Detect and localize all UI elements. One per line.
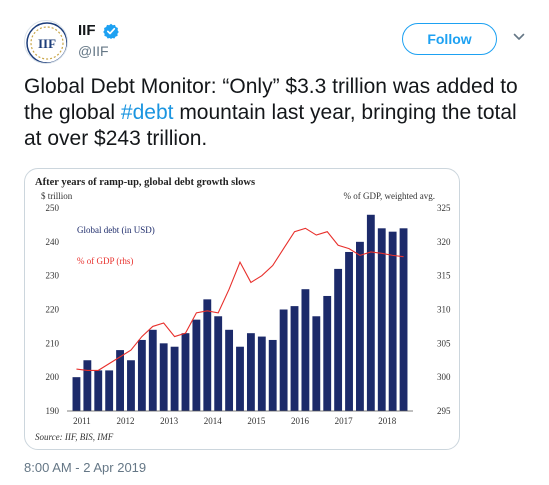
bar <box>137 339 146 411</box>
bar <box>246 333 255 411</box>
bar <box>290 306 299 411</box>
handle[interactable]: @IIF <box>78 43 109 59</box>
y-tick-label: 250 <box>46 203 60 213</box>
avatar[interactable]: IIF <box>24 20 68 64</box>
follow-button[interactable]: Follow <box>402 23 497 55</box>
bar <box>323 295 332 411</box>
y-tick-label: 230 <box>46 271 60 281</box>
tweet-header: IIF IIF @IIF Follow <box>24 16 529 68</box>
bar <box>377 228 386 411</box>
bar <box>159 343 168 411</box>
y-tick-label: 220 <box>46 305 60 315</box>
x-tick-label: 2012 <box>117 416 135 426</box>
x-tick-label: 2016 <box>291 416 310 426</box>
bar <box>214 316 223 411</box>
display-name[interactable]: IIF <box>78 22 96 40</box>
right-axis-unit: % of GDP, weighted avg. <box>344 191 436 201</box>
bar <box>257 336 266 411</box>
bar <box>301 289 310 411</box>
tweet-text: Global Debt Monitor: “Only” $3.3 trillio… <box>24 74 534 152</box>
bar <box>366 214 375 411</box>
verified-badge-icon <box>103 23 119 39</box>
y2-tick-label: 305 <box>437 338 451 348</box>
y2-tick-label: 325 <box>437 203 451 213</box>
bar <box>181 333 190 411</box>
iif-logo-icon: IIF <box>26 22 67 63</box>
bar <box>170 346 179 411</box>
legend-bars-label: Global debt (in USD) <box>77 225 155 235</box>
bar <box>148 329 157 411</box>
gdp-ratio-line <box>76 227 404 371</box>
bar <box>203 299 212 411</box>
tweet-text-part: mountain last year, bringing the total a… <box>24 101 517 150</box>
chevron-down-icon[interactable] <box>512 30 526 44</box>
y2-tick-label: 295 <box>437 406 451 416</box>
y2-tick-label: 320 <box>437 237 451 247</box>
bar <box>388 231 397 411</box>
bar <box>72 377 81 411</box>
x-tick-label: 2014 <box>204 416 223 426</box>
x-tick-label: 2015 <box>247 416 266 426</box>
hashtag-link[interactable]: #debt <box>120 101 174 124</box>
svg-text:IIF: IIF <box>38 36 56 51</box>
y-tick-label: 240 <box>46 237 60 247</box>
tweet-text-part: Global Debt Monitor: “Only” $3.3 trillio… <box>24 75 518 124</box>
debt-chart: After years of ramp-up, global debt grow… <box>35 177 451 442</box>
bar <box>127 360 135 411</box>
y2-tick-label: 315 <box>437 271 451 281</box>
account-name-block: IIF @IIF <box>78 22 119 59</box>
bar <box>105 370 114 411</box>
tweet-media-chart[interactable]: After years of ramp-up, global debt grow… <box>24 168 460 450</box>
x-tick-label: 2011 <box>73 416 91 426</box>
x-tick-label: 2017 <box>335 416 354 426</box>
bar <box>225 329 234 411</box>
bar <box>334 268 343 411</box>
y-tick-label: 200 <box>46 372 60 382</box>
left-axis-unit: $ trillion <box>41 191 73 201</box>
y2-tick-label: 310 <box>437 305 451 315</box>
bar <box>345 251 353 411</box>
x-tick-label: 2018 <box>378 416 397 426</box>
y-tick-label: 210 <box>46 338 60 348</box>
bar <box>312 316 321 411</box>
timestamp[interactable]: 8:00 AM - 2 Apr 2019 <box>24 460 147 475</box>
bar <box>116 350 124 411</box>
bar <box>268 339 277 411</box>
chart-source: Source: IIF, BIS, IMF <box>35 432 114 442</box>
bar <box>236 346 244 411</box>
chart-title: After years of ramp-up, global debt grow… <box>35 177 255 188</box>
bar <box>399 228 408 411</box>
bar <box>94 370 103 411</box>
legend-line-label: % of GDP (rhs) <box>77 256 133 266</box>
bar <box>192 319 201 411</box>
bar <box>356 241 364 411</box>
x-tick-label: 2013 <box>160 416 179 426</box>
bar <box>83 360 92 411</box>
y2-tick-label: 300 <box>437 372 451 382</box>
y-tick-label: 190 <box>46 406 60 416</box>
bar <box>279 309 288 411</box>
